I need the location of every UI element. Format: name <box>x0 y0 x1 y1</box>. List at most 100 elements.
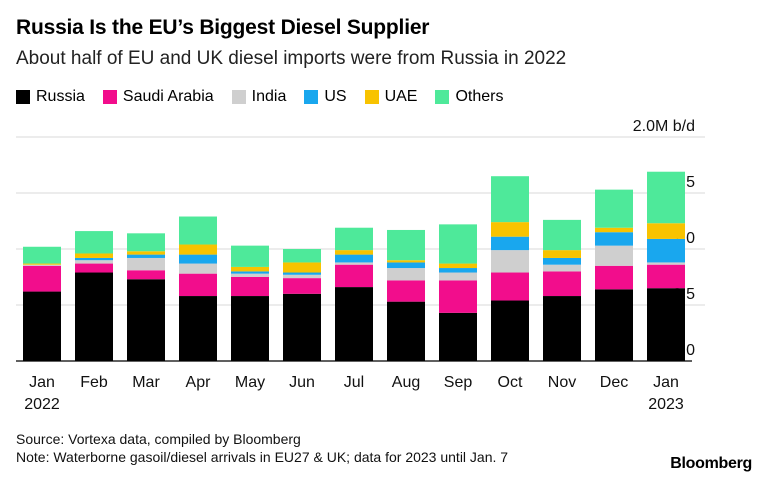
x-year-label: 2023 <box>648 396 684 413</box>
x-tick-label: Jul <box>344 374 364 391</box>
bar-segment-india <box>75 260 113 264</box>
bar-segment-russia <box>283 293 321 361</box>
bar-segment-russia <box>335 287 373 361</box>
y-tick-label: 0 <box>686 342 695 359</box>
bar-segment-uae <box>387 260 425 263</box>
x-tick-label: Sep <box>444 374 473 391</box>
bar-segment-india <box>23 264 61 266</box>
x-tick-label: Dec <box>600 374 628 391</box>
bar-segment-us <box>127 254 165 258</box>
bar-segment-india <box>231 273 269 277</box>
bar-segment-saudi-arabia <box>127 270 165 280</box>
bar-segment-uae <box>439 263 477 269</box>
bar-segment-russia <box>543 296 581 361</box>
bar-segment-saudi-arabia <box>23 265 61 292</box>
bar-segment-russia <box>647 288 685 361</box>
chart-title: Russia Is the EU’s Biggest Diesel Suppli… <box>16 16 430 39</box>
legend-label-russia: Russia <box>36 88 85 105</box>
bar-segment-us <box>231 271 269 274</box>
bar-segment-saudi-arabia <box>387 280 425 302</box>
legend-swatch-uae <box>364 90 379 104</box>
bar-segment-others <box>127 233 165 252</box>
bar-segment-others <box>647 171 685 224</box>
bar-segment-us <box>543 257 581 265</box>
bar-segment-uae <box>127 251 165 255</box>
legend-swatch-us <box>304 90 319 104</box>
bar-segment-us <box>335 254 373 263</box>
legend-swatch-russia <box>16 90 30 104</box>
legend-item-india: India <box>231 88 287 106</box>
footer: Source: Vortexa data, compiled by Bloomb… <box>16 430 508 466</box>
x-tick-label: Feb <box>80 374 108 391</box>
legend-item-others: Others <box>435 88 504 106</box>
legend-label-india: India <box>251 88 287 105</box>
legend: Russia Saudi Arabia India US UAE Others <box>16 88 522 106</box>
bar-segment-others <box>595 189 633 228</box>
bar-segment-saudi-arabia <box>439 280 477 313</box>
bar-segment-russia <box>491 300 529 361</box>
bar-segment-saudi-arabia <box>179 273 217 297</box>
bar-segment-india <box>647 262 685 265</box>
bar-segment-saudi-arabia <box>283 278 321 294</box>
bar-segment-others <box>23 246 61 264</box>
bar-segment-russia <box>387 301 425 361</box>
bar-segment-saudi-arabia <box>595 265 633 290</box>
bar-segment-others <box>491 176 529 223</box>
bar-segment-us <box>179 254 217 264</box>
bar-segment-others <box>75 231 113 254</box>
bar-segment-others <box>543 219 581 251</box>
chart-subtitle: About half of EU and UK diesel imports w… <box>16 48 567 69</box>
bar-segment-uae <box>595 227 633 233</box>
bar-segment-others <box>283 249 321 263</box>
bar-segment-us <box>595 232 633 246</box>
bar-segment-india <box>491 250 529 273</box>
bar-segment-others <box>387 229 425 261</box>
bar-segment-others <box>335 227 373 251</box>
bar-segment-us <box>283 272 321 275</box>
bar-segment-india <box>543 264 581 272</box>
x-tick-label: Jan <box>29 374 55 391</box>
bar-segment-uae <box>543 250 581 258</box>
data-note: Note: Waterborne gasoil/diesel arrivals … <box>16 449 509 465</box>
legend-label-saudi-arabia: Saudi Arabia <box>122 88 214 105</box>
legend-item-saudi-arabia: Saudi Arabia <box>102 88 214 106</box>
legend-item-us: US <box>304 88 347 106</box>
stacked-bar-chart: 00.51.01.52.0M b/dJan2022FebMarAprMayJun… <box>16 118 705 413</box>
legend-swatch-india <box>231 90 246 104</box>
bar-segment-russia <box>75 272 113 361</box>
bar-segment-saudi-arabia <box>231 277 269 297</box>
x-tick-label: Aug <box>392 374 420 391</box>
bar-segment-us <box>387 262 425 269</box>
bar-segment-saudi-arabia <box>75 263 113 273</box>
x-tick-label: Oct <box>498 374 523 391</box>
x-tick-label: Nov <box>548 374 576 391</box>
bar-segment-uae <box>283 262 321 273</box>
bar-segment-india <box>335 262 373 265</box>
bar-segment-us <box>75 257 113 261</box>
bar-segment-others <box>231 245 269 267</box>
bar-segment-uae <box>179 244 217 255</box>
bar-segment-uae <box>335 250 373 255</box>
legend-item-russia: Russia <box>16 88 85 106</box>
bar-segment-uae <box>491 222 529 237</box>
bar-segment-india <box>595 245 633 266</box>
bar-segment-saudi-arabia <box>543 271 581 297</box>
legend-label-others: Others <box>455 88 504 105</box>
x-tick-label: May <box>235 374 265 391</box>
bar-segment-india <box>439 272 477 281</box>
bar-segment-russia <box>23 291 61 361</box>
bar-segment-saudi-arabia <box>335 264 373 288</box>
bar-segment-others <box>439 224 477 264</box>
x-year-label: 2022 <box>24 396 60 413</box>
bar-segment-others <box>179 216 217 245</box>
bar-segment-saudi-arabia <box>491 272 529 301</box>
bloomberg-logo: Bloomberg <box>670 455 752 472</box>
x-tick-label: Jan <box>653 374 679 391</box>
bar-segment-russia <box>127 279 165 361</box>
legend-label-uae: UAE <box>384 88 418 105</box>
bar-segment-russia <box>439 312 477 361</box>
x-tick-label: Jun <box>289 374 315 391</box>
source-note: Source: Vortexa data, compiled by Bloomb… <box>16 431 301 447</box>
bar-segment-uae <box>647 223 685 239</box>
bar-segment-russia <box>595 289 633 361</box>
